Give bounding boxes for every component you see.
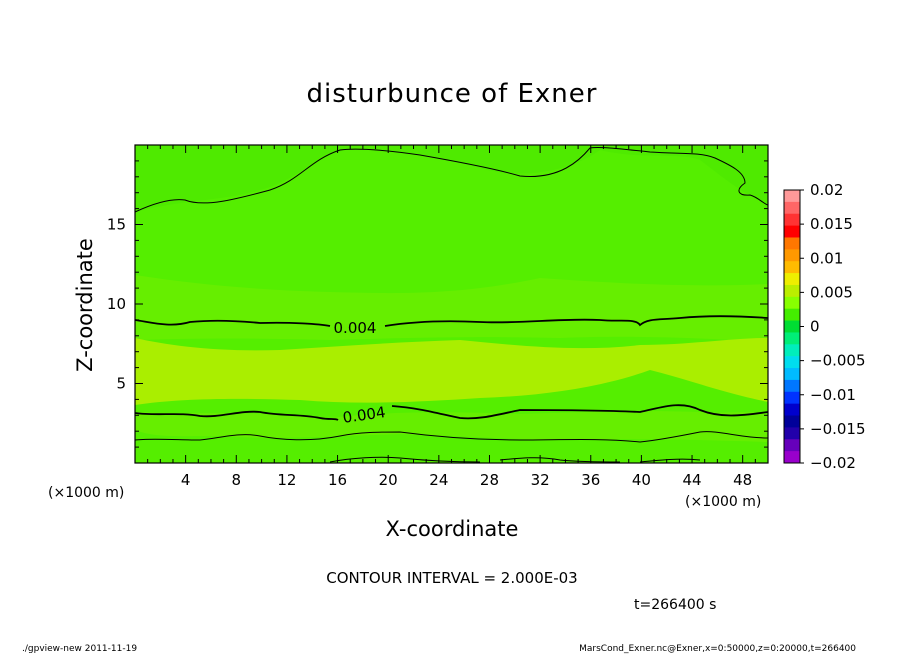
colorbar-swatch <box>784 391 800 405</box>
colorbar-swatch <box>784 356 800 369</box>
x-tick-label: 4 <box>181 471 191 489</box>
x-tick-label: 32 <box>531 471 550 489</box>
colorbar-swatch <box>784 427 800 440</box>
contour-line-004-lower <box>134 404 769 421</box>
plot-area <box>135 145 768 463</box>
colorbar-tick-label: −0.01 <box>810 386 856 404</box>
x-tick-label: 16 <box>328 471 347 489</box>
x-tick-label: 8 <box>232 471 242 489</box>
colorbar-tick-label: 0.005 <box>810 283 853 301</box>
colorbar-swatch <box>784 308 800 322</box>
colorbar-tick-label: 0 <box>810 318 820 336</box>
x-axis-ticks: 4 8 12 16 20 24 28 32 36 40 44 48 <box>147 145 756 489</box>
contour-interval: CONTOUR INTERVAL = 2.000E-03 <box>326 569 577 587</box>
colorbar-swatch <box>784 201 800 215</box>
colorbar-swatch <box>784 332 800 345</box>
footer-right: MarsCond_Exner.nc@Exner,x=0:50000,z=0:20… <box>579 644 856 654</box>
colorbar-ticks: 0.02 0.015 0.01 0.005 0 −0.005 −0.01 −0.015 −0.0… <box>800 181 866 472</box>
contour-line-low-1 <box>134 431 769 443</box>
band-lower <box>135 411 768 442</box>
colorbar <box>783 189 801 464</box>
x-tick-label: 36 <box>581 471 600 489</box>
colorbar-swatch <box>784 237 800 250</box>
x-tick-label: 48 <box>733 471 752 489</box>
chart-title: disturbunce of Exner <box>307 79 598 109</box>
contour-line-top <box>134 147 769 213</box>
x-tick-label: 44 <box>682 471 701 489</box>
band-middle <box>135 338 768 405</box>
colorbar-swatch <box>784 368 800 381</box>
colorbar-tick-label: −0.02 <box>810 454 856 472</box>
colorbar-swatch <box>784 451 800 464</box>
colorbar-swatch <box>784 296 800 310</box>
contour-label-upper: 0.004 <box>334 319 377 337</box>
y-tick-label: 15 <box>107 216 126 234</box>
colorbar-swatch <box>784 320 800 333</box>
colorbar-swatch <box>784 439 800 452</box>
colorbar-swatch <box>784 273 800 286</box>
colorbar-swatch <box>784 403 800 417</box>
colorbar-swatch <box>784 190 800 203</box>
y-tick-label: 5 <box>116 375 126 393</box>
contour-labels: 0.004 0.004 <box>334 319 387 427</box>
x-axis-label: X-coordinate <box>386 517 519 541</box>
x-tick-label: 24 <box>429 471 448 489</box>
contour-lines <box>134 147 769 463</box>
footer-left: ./gpview-new 2011-11-19 <box>22 644 137 654</box>
colorbar-swatch <box>784 261 800 274</box>
x-axis-unit: (×1000 m) <box>685 494 761 510</box>
colorbar-swatch <box>784 284 800 298</box>
contour-line-004-upper <box>134 315 769 327</box>
colorbar-tick-label: −0.015 <box>810 420 866 438</box>
colorbar-swatch <box>784 379 800 393</box>
colorbar-swatch <box>784 213 800 227</box>
band-top <box>135 145 768 212</box>
x-tick-label: 12 <box>277 471 296 489</box>
x-tick-label: 28 <box>480 471 499 489</box>
y-axis-ticks: 5 10 15 <box>107 160 768 448</box>
time-label: t=266400 s <box>634 597 716 613</box>
y-tick-label: 10 <box>107 295 126 313</box>
x-tick-label: 40 <box>632 471 651 489</box>
colorbar-tick-label: 0.01 <box>810 249 843 267</box>
contour-label-lower: 0.004 <box>342 403 387 427</box>
colorbar-tick-label: −0.005 <box>810 352 866 370</box>
colorbar-swatch <box>784 225 800 238</box>
band-upper <box>135 275 768 342</box>
x-tick-label: 20 <box>379 471 398 489</box>
colorbar-swatch <box>784 344 800 357</box>
y-axis-unit: (×1000 m) <box>48 485 124 501</box>
colorbar-swatch <box>784 249 800 262</box>
y-axis-label: Z-coordinate <box>73 238 97 372</box>
colorbar-tick-label: 0.02 <box>810 181 843 199</box>
colorbar-swatch <box>784 415 800 428</box>
colorbar-tick-label: 0.015 <box>810 215 853 233</box>
